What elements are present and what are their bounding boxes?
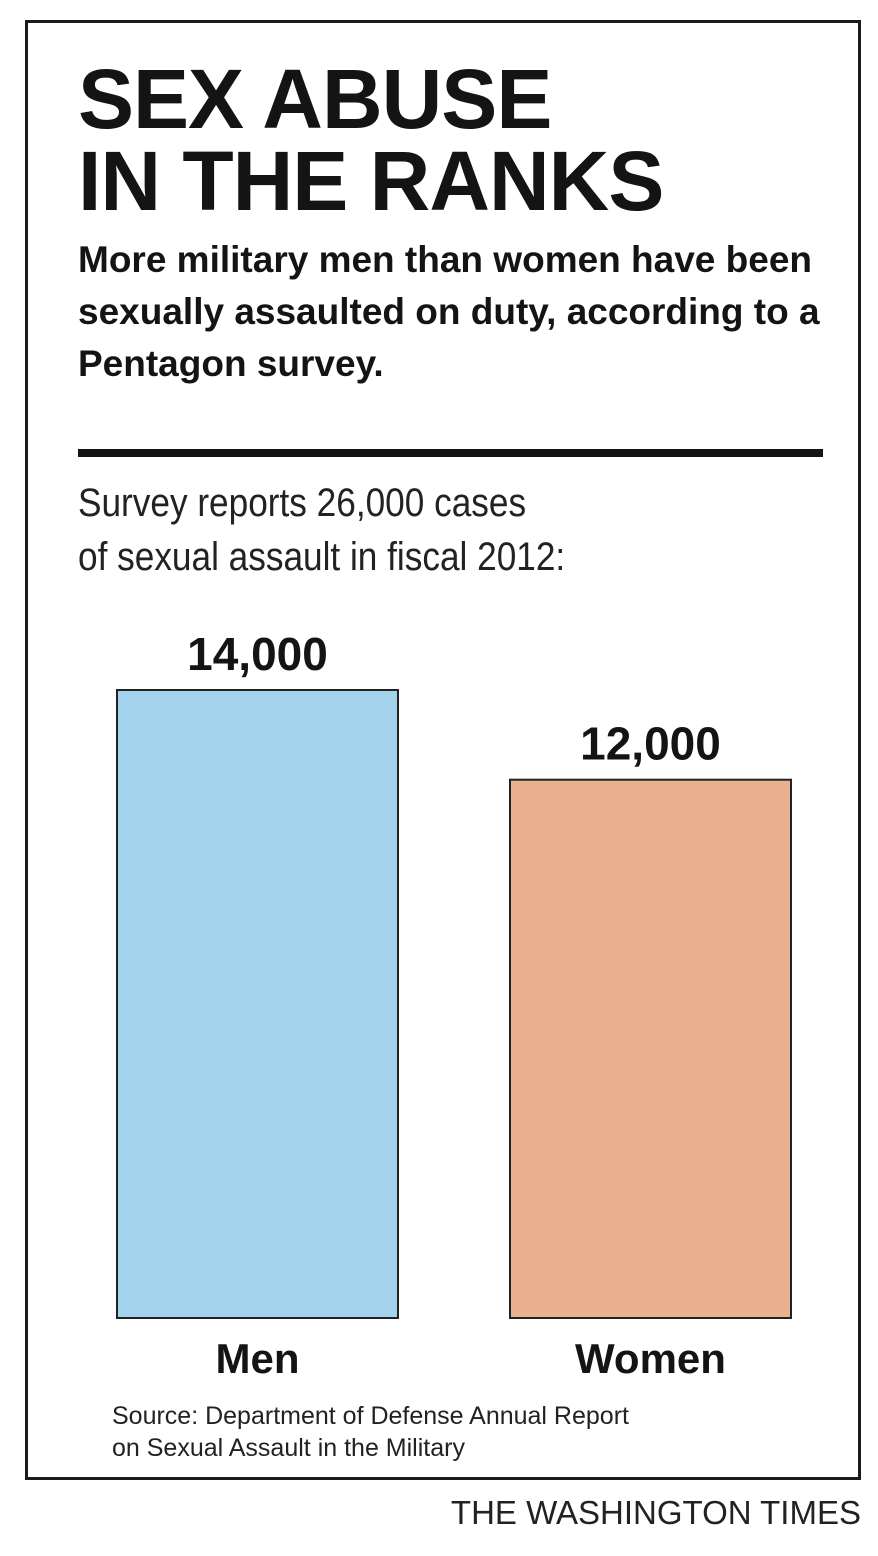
chart-intro: Survey reports 26,000 cases of sexual as… <box>78 476 747 584</box>
headline: SEX ABUSE IN THE RANKS <box>78 57 838 223</box>
source-line-2: on Sexual Assault in the Military <box>112 1434 465 1462</box>
headline-line-1: SEX ABUSE <box>78 52 552 146</box>
divider-rule <box>78 449 823 457</box>
chart-intro-line-1: Survey reports 26,000 cases <box>78 481 527 525</box>
value-label-women: 12,000 <box>580 718 721 770</box>
chart-intro-line-2: of sexual assault in fiscal 2012: <box>78 535 566 579</box>
publisher-credit: THE WASHINGTON TIMES <box>450 1494 861 1531</box>
bar-women <box>509 778 792 1319</box>
value-label-men: 14,000 <box>187 628 328 680</box>
bar-chart: 14,000 Men 12,000 Women <box>116 628 792 1382</box>
category-label-men: Men <box>216 1335 300 1382</box>
source-note: Source: Department of Defense Annual Rep… <box>112 1400 832 1464</box>
graphic-frame <box>25 20 861 1480</box>
subheadline: More military men than women have been s… <box>78 239 820 384</box>
source-line-1: Source: Department of Defense Annual Rep… <box>112 1402 629 1430</box>
bar-men <box>116 689 399 1319</box>
category-label-women: Women <box>575 1335 726 1382</box>
headline-line-2: IN THE RANKS <box>78 134 664 228</box>
